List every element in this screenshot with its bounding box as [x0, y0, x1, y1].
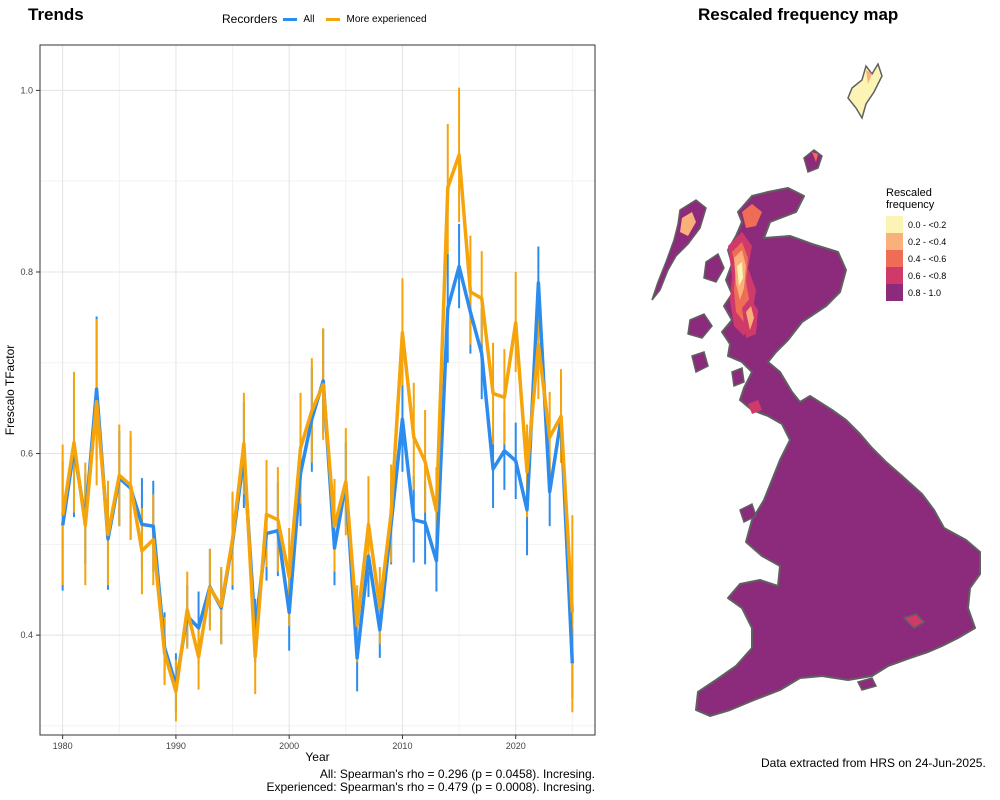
map-legend-label: 0.8 - 1.0	[908, 287, 942, 298]
map-mainland	[695, 187, 981, 717]
map-shetland	[847, 62, 883, 120]
legend-key-all	[283, 17, 298, 21]
y-tick-label: 0.6	[20, 449, 33, 459]
series-line-all	[60, 264, 575, 687]
trends-chart: 0.4 0.6 0.8 1.0 1980 1990 2000 2010 2020 Year Fres…	[3, 44, 596, 764]
series-line-more-experienced	[60, 153, 575, 694]
map-legend-label: 0.4 - <0.6	[908, 253, 947, 264]
map-island-arran	[731, 366, 745, 388]
map-legend-item: 0.8 - 1.0	[886, 284, 946, 301]
map-band-sw2	[746, 306, 754, 330]
map-legend-swatch	[886, 250, 903, 267]
map-band-00	[737, 262, 743, 286]
legend-label-all: All	[303, 13, 315, 25]
map-band-ne	[742, 204, 762, 228]
legend-label-experienced: More experienced	[346, 13, 427, 25]
map-legend-item: 0.4 - <0.6	[886, 250, 946, 267]
y-tick-label: 0.4	[20, 630, 33, 640]
trends-legend-title: Recorders	[222, 12, 278, 26]
map-island-west	[651, 199, 707, 301]
map-shetland-hot	[866, 70, 872, 84]
x-axis-title: Year	[305, 750, 329, 764]
map-legend-item: 0.6 - <0.8	[886, 267, 946, 284]
map-title: Rescaled frequency map	[698, 5, 899, 24]
y-tick-label: 1.0	[20, 85, 33, 95]
legend-key-experienced	[326, 17, 341, 21]
stat-experienced: Experienced: Spearman's rho = 0.479 (p =…	[266, 780, 596, 794]
map-legend-item: 0.2 - <0.4	[886, 233, 946, 250]
map-legend-label: 0.2 - <0.4	[908, 236, 947, 247]
map-legend: Rescaled frequency 0.0 - <0.2 0.2 - <0.4 0…	[886, 187, 946, 301]
trends-title: Trends	[28, 5, 84, 24]
x-tick-label: 2010	[392, 741, 412, 751]
map-legend-swatch	[886, 267, 903, 284]
map-anglesey	[739, 502, 757, 524]
data-credit: Data extracted from HRS on 24-Jun-2025.	[761, 756, 986, 770]
map-island-mull	[687, 313, 713, 339]
plot-frame	[39, 44, 596, 736]
map-hotspot-mid	[748, 400, 762, 414]
map-legend-swatch	[886, 216, 903, 233]
y-axis-title: Frescalo TFactor	[3, 345, 17, 435]
map-legend-swatch	[886, 233, 903, 250]
map-legend-item: 0.0 - <0.2	[886, 216, 946, 233]
y-tick-label: 0.8	[20, 267, 33, 277]
x-tick-label: 2000	[279, 741, 299, 751]
map-legend-label: 0.0 - <0.2	[908, 219, 947, 230]
map-legend-title-2: frequency	[886, 199, 935, 211]
frequency-map	[651, 62, 981, 717]
x-tick-label: 1990	[166, 741, 186, 751]
map-legend-title-1: Rescaled	[886, 187, 932, 199]
map-legend-label: 0.6 - <0.8	[908, 270, 947, 281]
map-hotspot-south	[902, 613, 926, 629]
stat-all: All: Spearman's rho = 0.296 (p = 0.0458)…	[319, 767, 595, 781]
map-isle-wight	[856, 677, 878, 691]
map-island-islay	[691, 351, 709, 374]
map-island-west-hot	[680, 212, 696, 236]
trends-legend: Recorders All More experienced	[222, 12, 427, 26]
x-tick-label: 2020	[506, 741, 526, 751]
map-orkney-hot	[812, 152, 818, 162]
x-tick-label: 1980	[53, 741, 73, 751]
map-island-skye	[703, 252, 725, 283]
map-legend-swatch	[886, 284, 903, 301]
